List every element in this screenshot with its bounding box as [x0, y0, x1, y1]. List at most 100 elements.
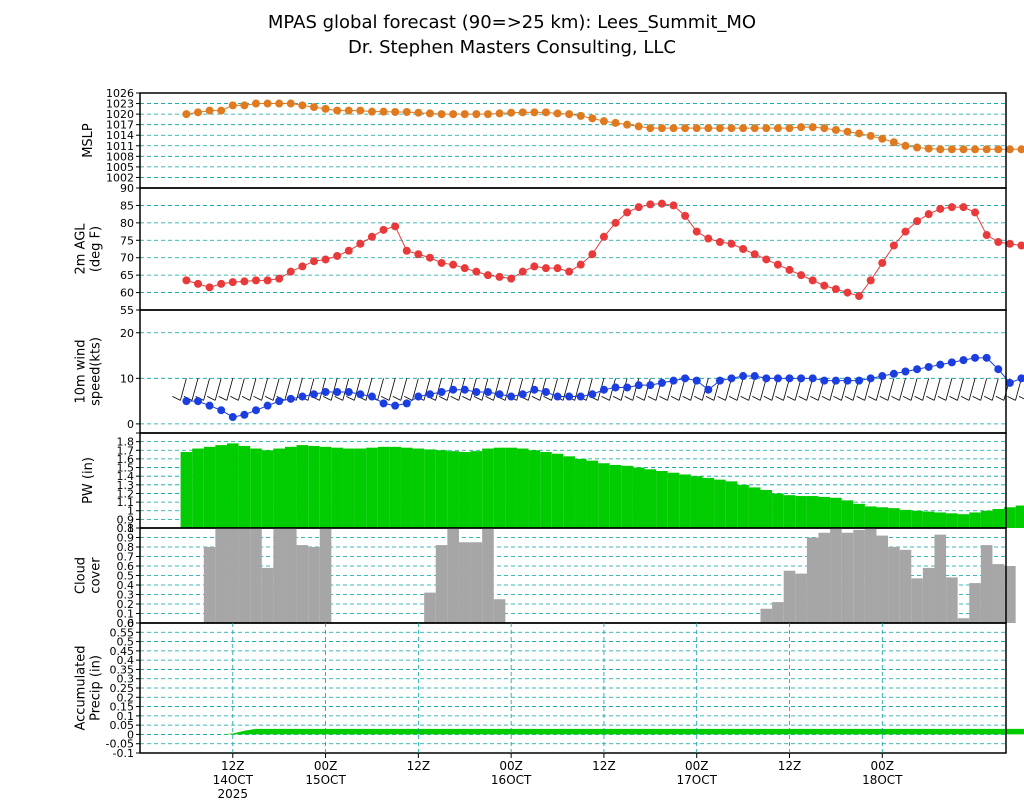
data-point	[773, 374, 782, 383]
data-point	[553, 264, 562, 273]
data-point	[704, 234, 713, 243]
data-point	[855, 376, 864, 385]
y-tick-label: 0.6	[117, 560, 135, 573]
panel-2: 0 10 20 10m wind speed(kts)	[74, 309, 1024, 434]
data-point	[379, 107, 388, 116]
wind-barb	[736, 378, 744, 401]
data-point	[495, 272, 504, 281]
y-tick-label: 1	[127, 522, 134, 535]
data-point	[286, 394, 295, 403]
data-point	[495, 109, 504, 118]
data-point	[507, 392, 516, 401]
data-point	[739, 124, 748, 133]
panel-frame	[139, 309, 1007, 434]
bar	[911, 510, 923, 528]
bar	[377, 446, 390, 528]
data-point	[205, 283, 214, 292]
wind-barb-flag	[960, 395, 970, 401]
bar	[656, 471, 668, 528]
data-point	[797, 271, 806, 280]
bar	[609, 464, 622, 528]
data-point	[321, 104, 330, 113]
data-point	[333, 106, 342, 115]
wind-barb-flag	[531, 395, 541, 401]
bar	[203, 446, 216, 528]
data-point	[681, 374, 690, 383]
bar	[261, 567, 274, 623]
y-axis-label: (deg F)	[89, 226, 104, 272]
data-point	[913, 217, 922, 226]
data-point	[182, 110, 191, 119]
bar	[563, 456, 575, 528]
data-point	[773, 124, 782, 133]
wind-barb	[922, 378, 930, 401]
data-point	[518, 267, 527, 276]
data-point	[657, 199, 666, 208]
data-point	[193, 397, 202, 406]
data-point	[843, 127, 852, 136]
bar	[748, 487, 761, 528]
data-point	[831, 125, 840, 134]
x-tick-label: 00Z	[314, 759, 338, 773]
data-point	[367, 392, 376, 401]
data-point	[750, 372, 759, 381]
wind-barb-flag	[334, 395, 343, 401]
wind-barb	[342, 378, 350, 401]
wind-barb-flag	[1007, 395, 1016, 401]
y-tick-label: 0.1	[117, 608, 135, 621]
data-point	[715, 376, 724, 385]
data-point	[205, 401, 214, 410]
bar	[319, 528, 332, 623]
bar	[226, 528, 239, 623]
data-point	[831, 376, 840, 385]
wind-barb-flag	[798, 395, 807, 401]
data-point	[623, 208, 632, 217]
bar	[992, 509, 1005, 528]
data-point	[309, 103, 318, 112]
wind-barb-flag	[218, 395, 227, 401]
wind-barb	[516, 378, 524, 401]
data-point	[727, 124, 736, 133]
y-tick-label: 1.2	[117, 487, 135, 500]
data-point	[634, 381, 643, 390]
data-point	[669, 201, 678, 210]
data-point	[472, 388, 481, 396]
wind-barb-flag	[601, 395, 610, 401]
wind-barb	[365, 378, 373, 401]
y-tick-label: 1.1	[117, 496, 135, 509]
data-point	[344, 388, 353, 396]
bar	[899, 549, 912, 623]
bar	[354, 448, 367, 528]
wind-barb-flag	[995, 395, 1005, 401]
data-point	[936, 204, 945, 213]
data-point	[623, 383, 632, 392]
wind-barb	[899, 378, 906, 401]
data-point	[971, 208, 980, 217]
data-point	[947, 358, 956, 367]
data-point	[518, 108, 527, 117]
bar	[934, 534, 947, 623]
bar	[458, 452, 471, 528]
data-point	[889, 241, 898, 250]
data-point	[785, 265, 794, 274]
data-point	[808, 374, 817, 383]
data-point	[762, 255, 771, 264]
wind-barb-flag	[322, 395, 332, 401]
data-point	[878, 134, 887, 143]
y-tick-label: 20	[120, 327, 134, 340]
data-point	[182, 397, 191, 406]
data-point	[623, 120, 632, 129]
bar	[632, 467, 645, 528]
data-point	[681, 211, 690, 220]
y-tick-label: 0.6	[117, 617, 135, 630]
bar	[946, 513, 958, 528]
y-tick-label: 0.9	[117, 513, 135, 526]
wind-barb-flag	[949, 395, 958, 401]
data-point	[1005, 239, 1014, 248]
data-point	[449, 260, 458, 269]
data-point	[808, 123, 817, 132]
wind-barb-flag	[473, 395, 483, 401]
wind-barb-flag	[775, 395, 784, 401]
wind-barb-flag	[786, 395, 796, 401]
wind-barb-flag	[868, 395, 877, 401]
